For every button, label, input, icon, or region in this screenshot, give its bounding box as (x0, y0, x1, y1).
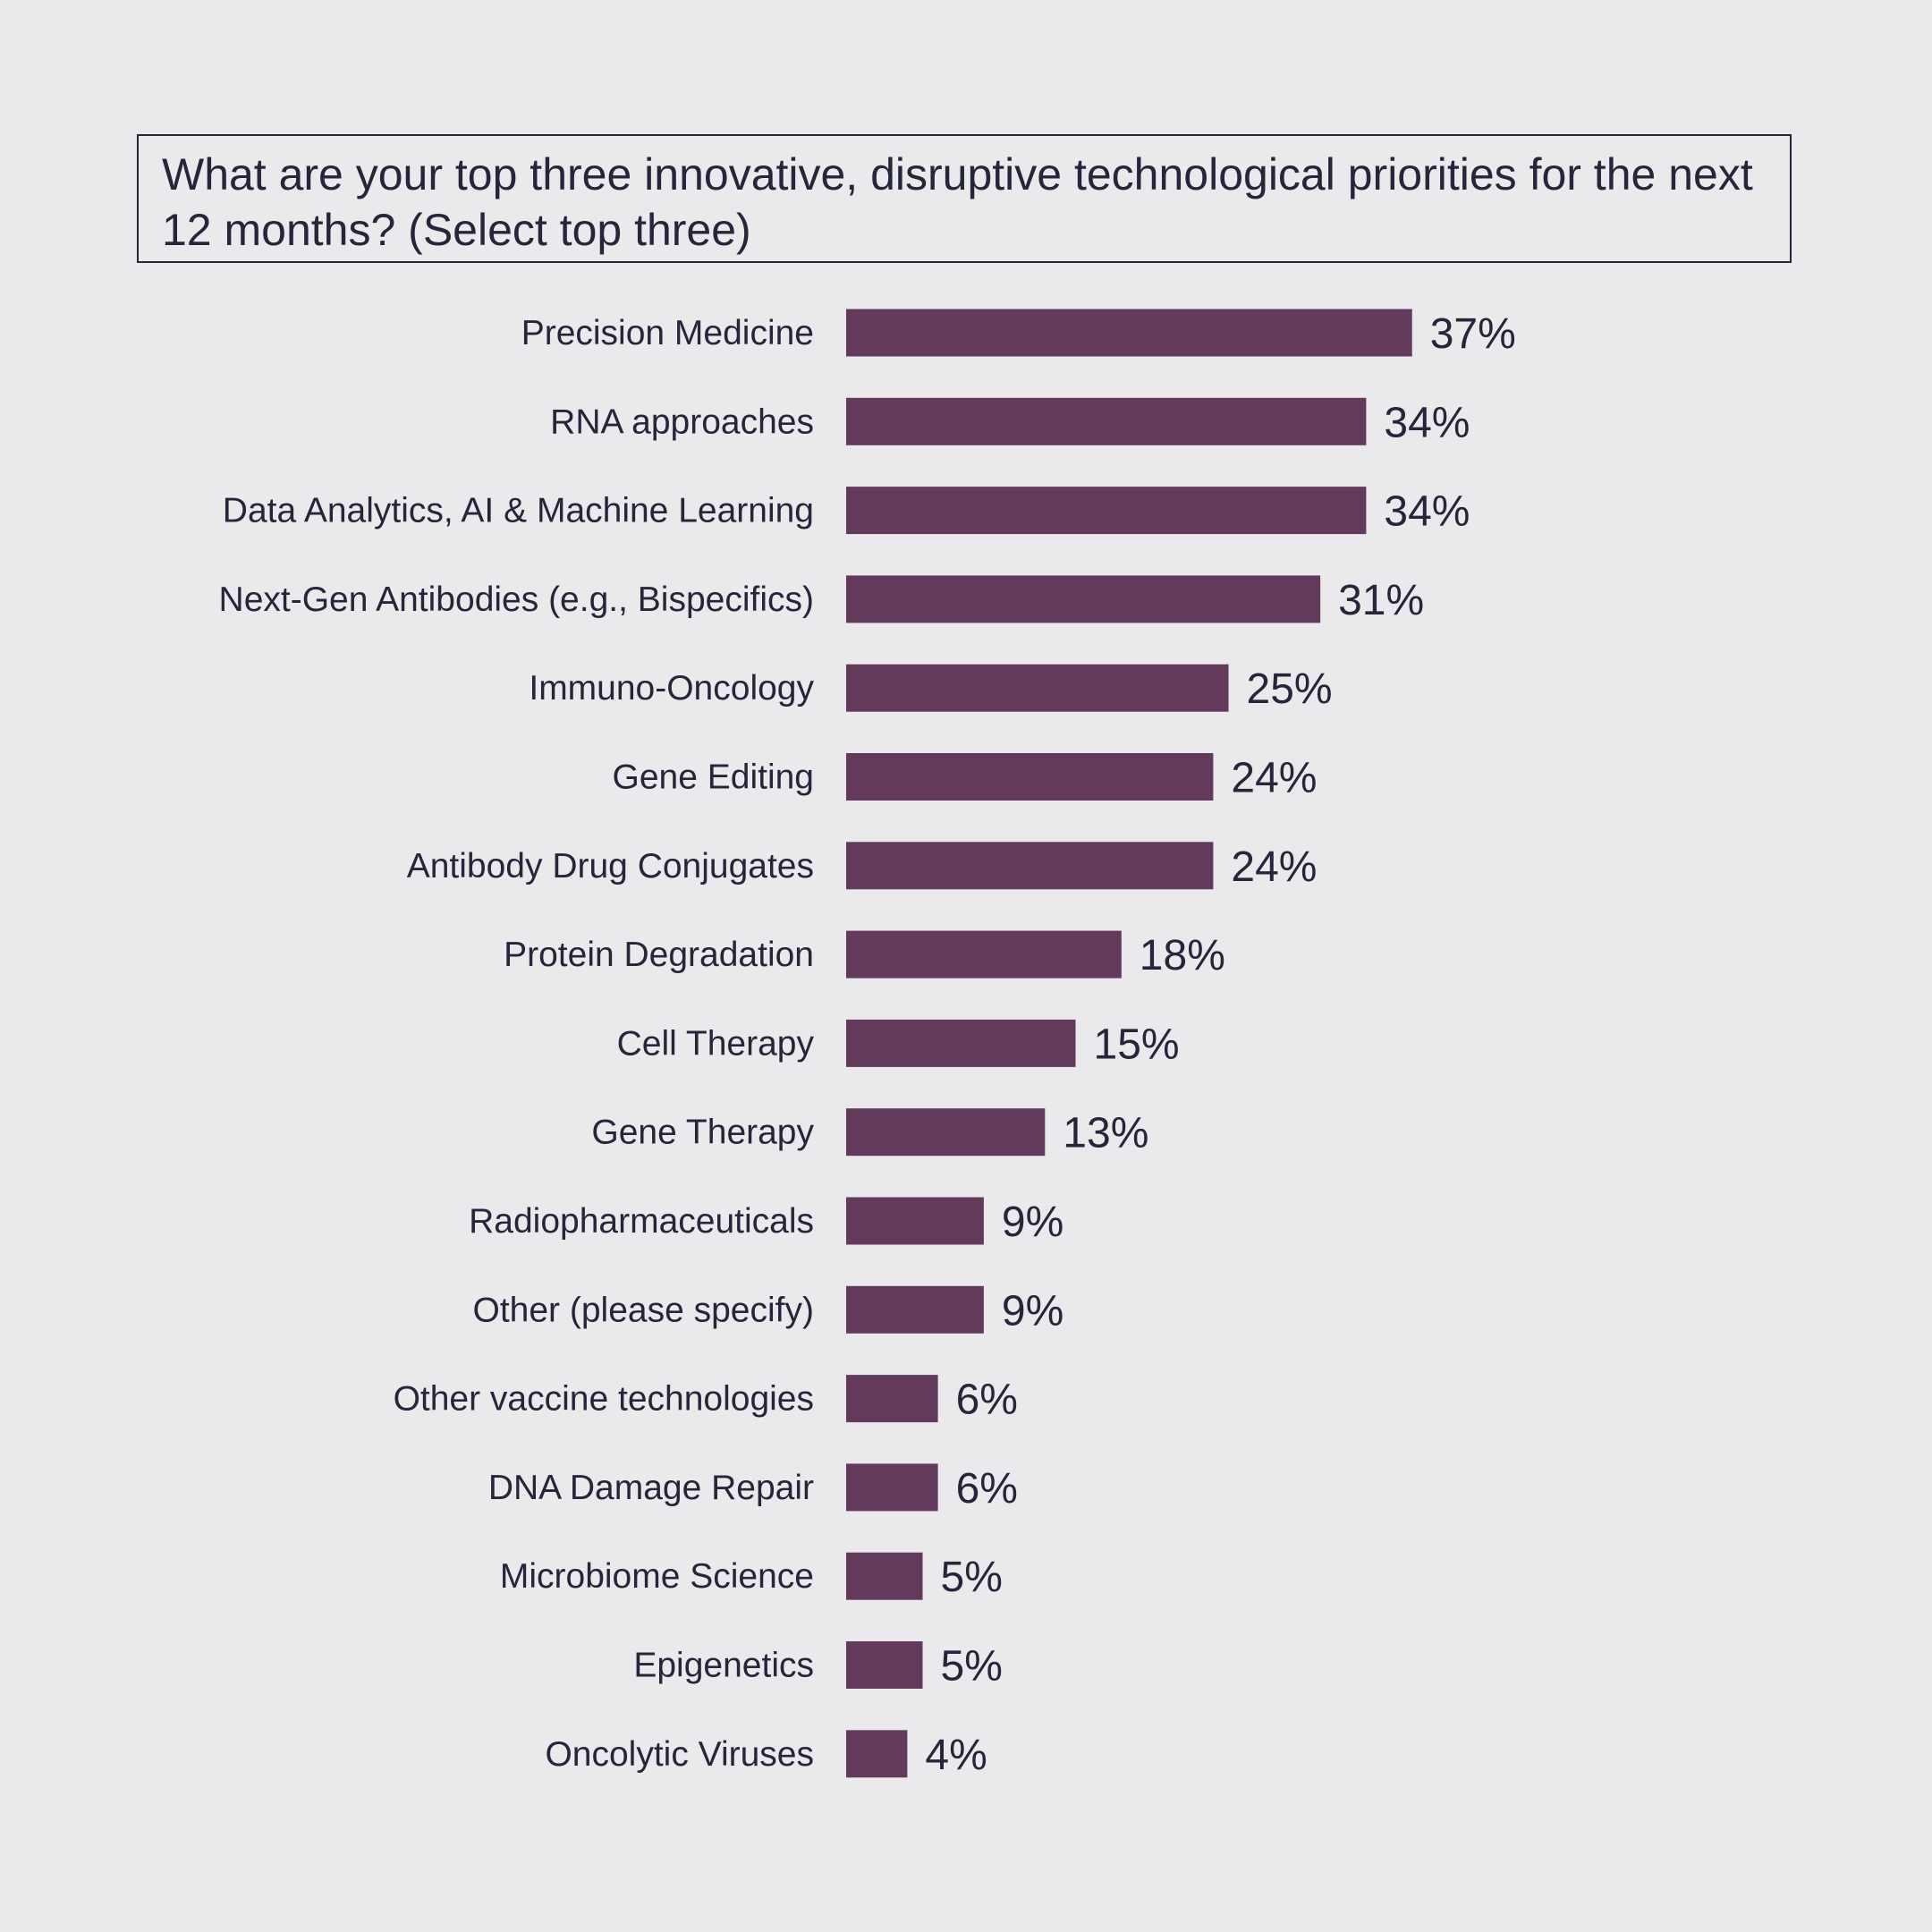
bar (846, 1730, 908, 1778)
data-label: 6% (956, 1465, 1018, 1513)
category-label: Gene Therapy (591, 1114, 814, 1152)
chart-title: What are your top three innovative, disr… (137, 134, 1792, 263)
bar (846, 1019, 1076, 1067)
bar (846, 842, 1214, 890)
data-label: 31% (1338, 577, 1424, 624)
data-label: 13% (1063, 1110, 1148, 1157)
bar (846, 1285, 984, 1334)
data-label: 9% (1002, 1199, 1063, 1246)
category-label: Gene Editing (613, 758, 815, 797)
category-label: Oncolytic Viruses (545, 1735, 814, 1774)
bar (846, 1375, 938, 1423)
category-label: Protein Degradation (504, 936, 814, 974)
bar (846, 309, 1412, 357)
data-label: 24% (1231, 755, 1317, 802)
category-label: Next-Gen Antibodies (e.g., Bispecifics) (219, 580, 814, 619)
bar (846, 1463, 938, 1512)
data-label: 15% (1094, 1021, 1180, 1068)
data-label: 6% (956, 1377, 1018, 1424)
data-label: 34% (1384, 399, 1470, 446)
category-label: Antibody Drug Conjugates (407, 847, 814, 886)
category-label: Other (please specify) (473, 1291, 815, 1329)
category-label: Precision Medicine (521, 314, 814, 352)
bar (846, 664, 1229, 712)
bar (846, 1552, 923, 1600)
data-label: 4% (925, 1732, 987, 1779)
category-label: Cell Therapy (617, 1024, 815, 1063)
category-label: RNA approaches (550, 402, 814, 441)
data-label: 5% (941, 1554, 1003, 1601)
data-label: 24% (1231, 843, 1317, 891)
category-label: Microbiome Science (500, 1557, 814, 1596)
category-label: DNA Damage Repair (488, 1469, 814, 1507)
data-label: 5% (941, 1643, 1003, 1690)
data-label: 18% (1140, 932, 1225, 979)
bar (846, 930, 1122, 979)
data-label: 25% (1247, 665, 1333, 713)
bar (846, 1197, 984, 1245)
category-label: Radiopharmaceuticals (469, 1202, 814, 1241)
bar (846, 753, 1214, 801)
data-label: 37% (1430, 310, 1516, 358)
category-label: Epigenetics (633, 1647, 814, 1685)
bar (846, 487, 1367, 535)
data-label: 34% (1384, 488, 1470, 536)
data-label: 9% (1002, 1287, 1063, 1335)
category-label: Data Analytics, AI & Machine Learning (223, 492, 814, 530)
bar (846, 1641, 923, 1689)
bar (846, 575, 1321, 623)
bar (846, 1108, 1046, 1157)
category-label: Other vaccine technologies (394, 1380, 814, 1419)
bar (846, 397, 1367, 445)
category-label: Immuno-Oncology (529, 669, 814, 708)
